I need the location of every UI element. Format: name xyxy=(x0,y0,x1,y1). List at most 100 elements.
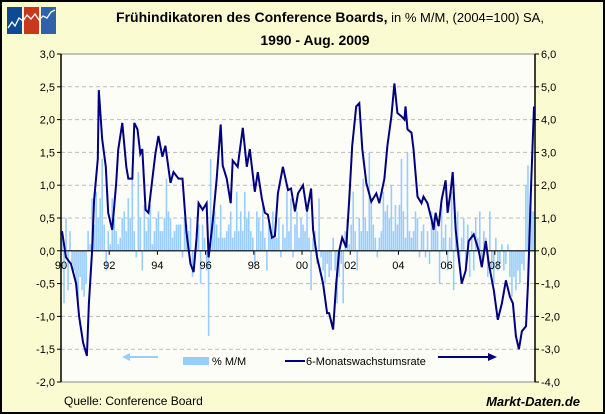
bar xyxy=(197,224,200,251)
bar xyxy=(448,237,451,251)
right-tick-label: 3,0 xyxy=(541,147,556,159)
bar xyxy=(129,218,132,251)
x-tick-label: 02 xyxy=(344,260,356,272)
bar xyxy=(468,250,471,278)
bar xyxy=(127,198,130,251)
bar xyxy=(87,231,89,251)
bar xyxy=(256,211,258,251)
left-tick-label: 2,0 xyxy=(40,115,55,127)
bar xyxy=(382,191,385,251)
bar xyxy=(380,231,383,251)
bar xyxy=(306,211,308,251)
bar xyxy=(270,237,272,251)
bar xyxy=(378,237,381,251)
bar xyxy=(392,231,395,251)
right-tick-label: -4,0 xyxy=(541,377,560,389)
bar xyxy=(63,250,65,304)
bar xyxy=(332,237,334,251)
bar xyxy=(334,250,336,271)
bar xyxy=(386,204,389,251)
x-tick-label: 00 xyxy=(296,260,308,272)
bar xyxy=(410,237,413,251)
bar xyxy=(121,218,124,251)
bar xyxy=(217,237,220,251)
bar xyxy=(452,250,455,291)
bar xyxy=(209,158,212,251)
bar xyxy=(344,231,347,251)
bar xyxy=(527,165,529,251)
bar xyxy=(131,165,134,251)
bar xyxy=(286,191,288,251)
bar xyxy=(533,211,535,251)
bar xyxy=(183,218,186,251)
bar xyxy=(249,231,252,251)
bar xyxy=(404,237,407,251)
bar xyxy=(241,231,244,251)
bar xyxy=(223,237,226,251)
left-tick-label: 1,5 xyxy=(40,147,55,159)
bar xyxy=(302,224,304,251)
bar xyxy=(358,218,361,251)
left-tick-label: -0,5 xyxy=(36,279,55,291)
bar xyxy=(61,237,63,251)
bar xyxy=(231,237,234,251)
bar xyxy=(181,250,184,258)
chart-title-rest: in % M/M, (2004=100) SA, xyxy=(388,10,544,25)
bar xyxy=(155,218,158,251)
series-line-6-monatswachstumsrate xyxy=(61,83,535,357)
bar xyxy=(75,250,77,284)
bar xyxy=(503,250,505,271)
bar xyxy=(103,224,105,251)
bar xyxy=(73,250,75,271)
bar xyxy=(450,191,453,251)
bar xyxy=(147,218,150,251)
bar xyxy=(324,250,326,284)
bar xyxy=(115,231,118,251)
bar xyxy=(105,250,107,271)
right-tick-label: -3,0 xyxy=(541,344,560,356)
x-tick-label: 06 xyxy=(441,260,453,272)
bar xyxy=(119,237,122,251)
bar xyxy=(360,231,363,251)
left-arrow-head-icon xyxy=(122,353,130,361)
bar xyxy=(189,218,192,251)
legend-label-bar: % M/M xyxy=(212,356,246,368)
left-tick-label: 3,0 xyxy=(40,49,55,61)
bar xyxy=(517,250,519,271)
bar xyxy=(509,250,511,278)
bar xyxy=(374,237,377,251)
chart-title-bold: Frühindikatoren des Conference Boards, xyxy=(116,9,388,25)
bar xyxy=(495,237,497,251)
bar xyxy=(99,198,101,251)
bar xyxy=(436,231,439,251)
bar xyxy=(101,158,103,251)
bar xyxy=(177,224,180,251)
right-arrow-head-icon xyxy=(488,353,497,361)
x-tick-label: 98 xyxy=(248,260,260,272)
bar xyxy=(300,218,302,251)
bar xyxy=(408,231,411,251)
bar xyxy=(444,224,447,251)
bar xyxy=(474,218,477,251)
bar xyxy=(372,224,375,251)
bar xyxy=(470,231,473,251)
right-tick-label: 6,0 xyxy=(541,49,556,61)
bar xyxy=(207,250,210,337)
bar xyxy=(312,237,314,251)
bar xyxy=(165,178,168,251)
bar xyxy=(462,218,465,251)
bar xyxy=(406,152,409,251)
bar xyxy=(511,250,513,297)
bar xyxy=(71,250,73,264)
bar xyxy=(493,250,495,284)
bar xyxy=(199,250,202,284)
bar xyxy=(243,191,246,251)
bar xyxy=(173,231,176,251)
bar xyxy=(157,211,160,251)
bar xyxy=(159,231,162,251)
bar xyxy=(298,237,300,251)
bar xyxy=(274,231,276,251)
bar xyxy=(400,158,403,251)
bar xyxy=(499,250,501,264)
